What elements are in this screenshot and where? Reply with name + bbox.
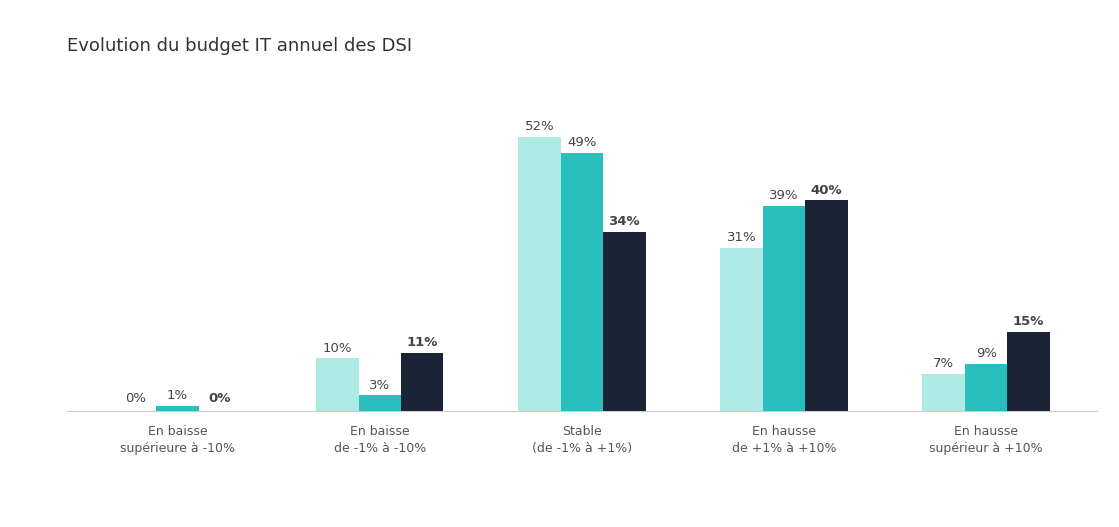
Text: 15%: 15% — [1013, 315, 1044, 328]
Bar — [518, 137, 561, 411]
Text: 0%: 0% — [209, 392, 232, 405]
Bar — [401, 353, 443, 411]
Text: 10%: 10% — [322, 341, 352, 355]
Bar — [922, 374, 965, 411]
Bar — [1007, 332, 1050, 411]
Bar — [358, 395, 401, 411]
Text: 11%: 11% — [406, 336, 438, 349]
Text: 39%: 39% — [769, 189, 799, 202]
Text: 9%: 9% — [976, 347, 997, 360]
Text: 1%: 1% — [167, 389, 188, 402]
Bar — [806, 200, 848, 411]
Text: 49%: 49% — [567, 136, 596, 149]
Text: 31%: 31% — [726, 231, 756, 244]
Bar — [316, 358, 358, 411]
Text: 0%: 0% — [124, 392, 145, 405]
Bar — [965, 364, 1007, 411]
Bar — [157, 406, 199, 411]
Text: 34%: 34% — [609, 215, 640, 228]
Text: 7%: 7% — [933, 357, 955, 370]
Bar — [603, 232, 646, 411]
Text: 52%: 52% — [525, 120, 554, 133]
Text: Evolution du budget IT annuel des DSI: Evolution du budget IT annuel des DSI — [67, 37, 412, 55]
Bar — [561, 153, 603, 411]
Text: 3%: 3% — [369, 378, 391, 392]
Bar — [763, 206, 806, 411]
Text: 40%: 40% — [810, 183, 843, 197]
Bar — [721, 248, 763, 411]
